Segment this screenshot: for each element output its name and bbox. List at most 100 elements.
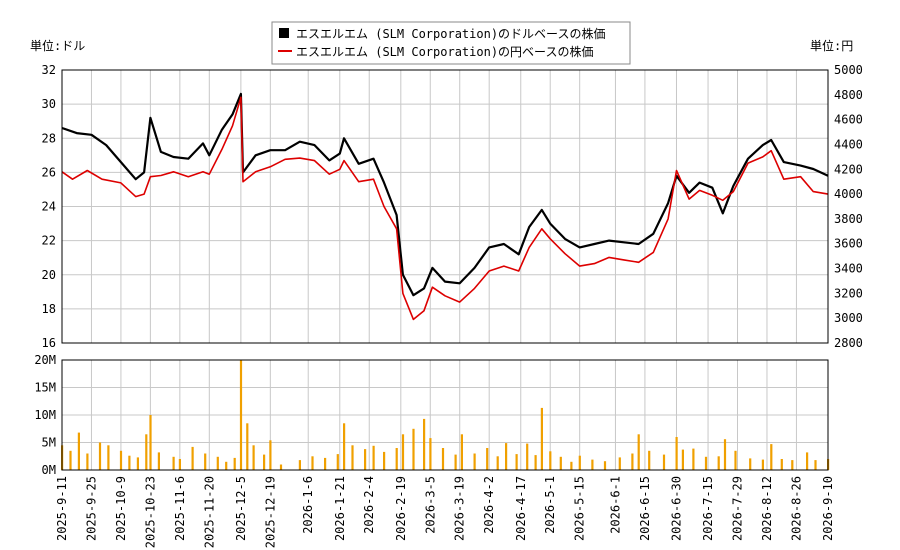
volume-bar xyxy=(279,464,283,470)
legend: エスエルエム (SLM Corporation)のドルベースの株価 エスエルエム… xyxy=(271,21,631,65)
volume-bar xyxy=(648,450,651,471)
legend-jpy-label: エスエルエム (SLM Corporation)の円ベースの株価 xyxy=(296,44,593,59)
volume-bar xyxy=(692,448,695,470)
volume-bar xyxy=(69,450,72,471)
volume-bar xyxy=(263,454,266,470)
volume-bar xyxy=(239,360,243,470)
volume-bar xyxy=(559,456,562,470)
volume-bar xyxy=(145,434,148,471)
right-tick-label: 4000 xyxy=(834,187,863,201)
volume-bar xyxy=(675,437,678,470)
volume-bar xyxy=(157,452,160,470)
volume-bar xyxy=(770,444,773,470)
date-tick-label: 2026-7-29 xyxy=(731,476,745,541)
volume-bar xyxy=(269,440,272,470)
volume-bar xyxy=(631,453,634,470)
volume-bar xyxy=(526,443,529,470)
left-tick-label: 20 xyxy=(42,268,56,282)
volume-bar xyxy=(246,423,249,471)
right-tick-label: 5000 xyxy=(834,63,863,77)
volume-bar xyxy=(395,448,398,470)
left-tick-label: 30 xyxy=(42,97,56,111)
volume-bar xyxy=(591,459,594,470)
volume-bar xyxy=(761,459,764,470)
date-tick-label: 2025-11-6 xyxy=(173,476,187,541)
left-tick-label: 32 xyxy=(42,63,56,77)
right-tick-label: 4400 xyxy=(834,137,863,151)
right-tick-label: 2800 xyxy=(834,336,863,350)
volume-bar xyxy=(136,457,139,470)
volume-bars xyxy=(61,360,830,471)
volume-bar xyxy=(149,415,152,470)
right-unit-label: 単位:円 xyxy=(810,38,853,53)
volume-tick-label: 10M xyxy=(34,408,56,422)
volume-bar xyxy=(351,445,354,471)
volume-bar xyxy=(454,454,457,470)
volume-bar xyxy=(364,449,367,470)
date-tick-label: 2026-7-15 xyxy=(701,476,715,541)
volume-bar xyxy=(107,445,110,471)
volume-bar xyxy=(704,456,708,470)
volume-gridlines xyxy=(61,359,829,471)
volume-tick-label: 15M xyxy=(34,381,56,395)
volume-bar xyxy=(460,434,463,471)
volume-bar xyxy=(336,454,339,470)
volume-bar xyxy=(98,442,102,470)
left-tick-label: 28 xyxy=(42,131,56,145)
date-tick-label: 2025-9-25 xyxy=(84,476,98,541)
volume-bar xyxy=(806,452,809,470)
volume-bar xyxy=(814,460,817,470)
date-tick-label: 2026-5-1 xyxy=(543,476,557,534)
volume-bar xyxy=(324,457,327,470)
date-tick-label: 2026-4-2 xyxy=(482,476,496,534)
date-tick-label: 2026-3-5 xyxy=(423,476,437,534)
volume-bar xyxy=(578,455,581,470)
volume-bar xyxy=(534,455,537,470)
volume-tick-label: 20M xyxy=(34,353,56,367)
volume-bar xyxy=(791,460,794,470)
volume-bar xyxy=(233,457,236,470)
volume-bar xyxy=(603,461,607,470)
right-tick-label: 3800 xyxy=(834,212,863,226)
date-tick-label: 2025-9-11 xyxy=(55,476,69,541)
date-tick-label: 2026-2-19 xyxy=(394,476,408,541)
volume-bar xyxy=(86,453,89,470)
volume-bar xyxy=(749,458,752,470)
right-tick-label: 4200 xyxy=(834,162,863,176)
volume-bar xyxy=(496,456,499,471)
volume-bar xyxy=(717,456,720,471)
legend-box xyxy=(271,21,631,65)
volume-bar xyxy=(681,449,684,470)
volume-bar xyxy=(515,454,518,470)
volume-bar xyxy=(128,455,131,470)
left-tick-label: 16 xyxy=(42,336,56,350)
volume-bar xyxy=(225,461,228,471)
date-tick-label: 2025-12-5 xyxy=(234,476,248,541)
volume-bar xyxy=(412,428,415,471)
date-tick-label: 2026-6-15 xyxy=(638,476,652,541)
volume-bar xyxy=(119,450,123,471)
volume-bar xyxy=(401,434,405,471)
volume-bar xyxy=(204,453,207,470)
jpy-price-line xyxy=(61,96,829,321)
date-tick-label: 2026-2-4 xyxy=(362,476,376,534)
volume-bar xyxy=(77,432,80,470)
volume-bar xyxy=(734,450,737,471)
right-tick-label: 3600 xyxy=(834,237,863,251)
volume-bar xyxy=(441,448,445,470)
date-tick-label: 2025-12-19 xyxy=(263,476,277,548)
right-tick-label: 4600 xyxy=(834,113,863,127)
price-gridlines xyxy=(61,69,829,344)
volume-bar xyxy=(298,460,301,470)
volume-bar xyxy=(723,439,727,470)
date-tick-label: 2025-10-23 xyxy=(143,476,157,548)
left-tick-label: 26 xyxy=(42,165,56,179)
volume-bar xyxy=(423,418,426,470)
usd-price-line xyxy=(61,92,829,297)
date-tick-label: 2026-6-1 xyxy=(608,476,622,534)
volume-bar xyxy=(383,451,386,470)
volume-bar xyxy=(311,456,314,471)
volume-bar xyxy=(549,451,552,470)
volume-bar xyxy=(216,456,219,470)
